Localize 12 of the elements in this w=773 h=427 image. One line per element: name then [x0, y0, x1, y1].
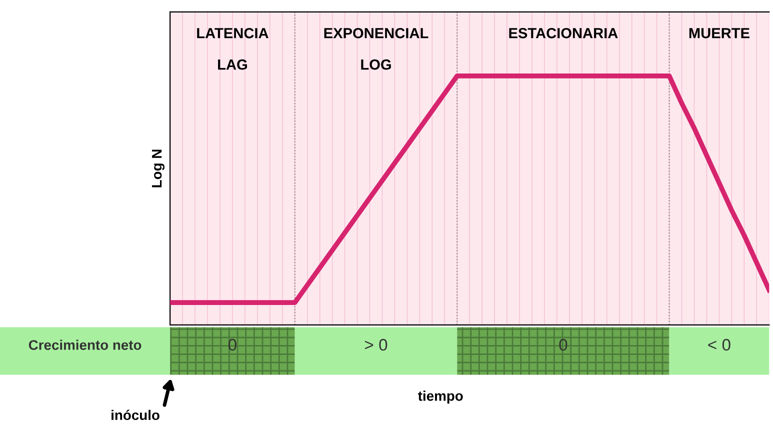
text: Crecimiento neto — [28, 340, 142, 350]
text: EXPONENCIAL LOG — [324, 28, 428, 70]
text: tiempo — [418, 390, 463, 404]
y-axis-title: Log N — [152, 150, 165, 188]
text: inóculo — [112, 410, 160, 420]
text: MUERTE — [689, 28, 750, 38]
text: 0 — [559, 338, 568, 351]
text: > 0 — [365, 338, 388, 351]
text: 0 — [228, 338, 236, 351]
text: LATENCIA LAG — [197, 28, 268, 70]
text: ESTACIONARIA — [509, 28, 618, 38]
text: < 0 — [708, 338, 730, 351]
